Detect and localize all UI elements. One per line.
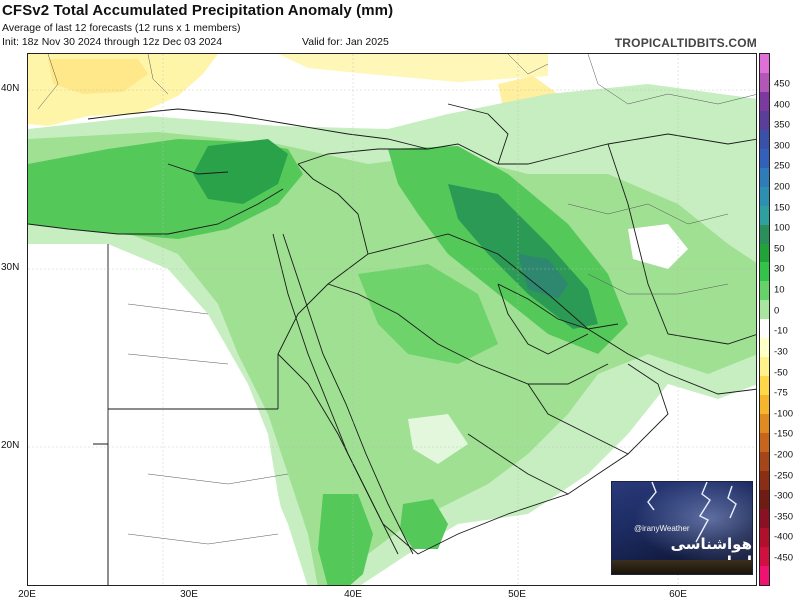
colorbar-cell: [760, 72, 769, 92]
colorbar-cell: [760, 54, 769, 73]
country-borders: [87, 103, 756, 585]
colorbar-cell: [760, 148, 769, 168]
colorbar-cell: [760, 243, 769, 263]
colorbar-cell: [760, 262, 769, 282]
lat-label-30n: 30N: [1, 262, 20, 273]
colorbar-cell: [760, 470, 769, 490]
colorbar-cell: [760, 414, 769, 434]
colorbar-tick-label: 450: [774, 78, 790, 90]
colorbar-tick-label: -200: [774, 449, 794, 461]
province-borders: [37, 54, 756, 545]
colorbar-tick-label: 350: [774, 119, 790, 131]
wet-anomaly-core-gulf: [518, 254, 568, 299]
colorbar-tick-label: 50: [774, 243, 785, 255]
colorbar-tick-label: -30: [774, 346, 788, 358]
colorbar-tick-label: -75: [774, 387, 788, 399]
lon-label-40e: 40E: [344, 589, 362, 600]
colorbar-tick-label: -50: [774, 367, 788, 379]
colorbar-cell: [760, 186, 769, 206]
map-subtitle-init: Init: 18z Nov 30 2024 through 12z Dec 03…: [2, 36, 223, 48]
logo-handle: @iranyWeather: [634, 524, 690, 533]
lat-label-20n: 20N: [1, 440, 20, 451]
lat-label-40n: 40N: [1, 83, 20, 94]
colorbar-cell: [760, 527, 769, 547]
colorbar-cell: [760, 357, 769, 377]
colorbar-tick-label: 300: [774, 140, 790, 152]
colorbar-cell: [760, 129, 769, 149]
colorbar-tick-label: -150: [774, 428, 794, 440]
colorbar-cell: [760, 281, 769, 301]
wet-anomaly-arabia: [358, 264, 498, 364]
neutral-patch-iran: [628, 224, 688, 269]
colorbar-cell: [760, 565, 769, 585]
graticule: [28, 54, 756, 585]
colorbar-tick-label: 150: [774, 202, 790, 214]
dry-anomaly-black-sea: [278, 54, 548, 82]
dry-anomaly-balkans-core: [48, 59, 148, 94]
colorbar-tick-label: 0: [774, 305, 780, 317]
colorbar-cell: [760, 205, 769, 225]
colorbar-tick-label: -100: [774, 408, 794, 420]
colorbar-tick-label: -400: [774, 531, 794, 543]
colorbar-cell: [760, 546, 769, 566]
colorbar-cell: [760, 319, 769, 339]
neutral-patch-arabia-south: [408, 414, 468, 464]
colorbar-cell: [760, 300, 769, 320]
lon-label-30e: 30E: [180, 589, 198, 600]
lightning-icon: [647, 482, 737, 543]
colorbar-tick-label: -350: [774, 511, 794, 523]
colorbar-cell: [760, 224, 769, 244]
brand-watermark: TROPICALTIDBITS.COM: [614, 36, 757, 50]
colorbar-cell: [760, 110, 769, 130]
colorbar-tick-label: 10: [774, 284, 785, 296]
colorbar-tick-label: 400: [774, 99, 790, 111]
valid-date: Valid for: Jan 2025: [302, 36, 389, 48]
precip-anomaly-map: [27, 53, 757, 586]
lon-label-20e: 20E: [18, 589, 36, 600]
colorbar-tick-label: 100: [774, 222, 790, 234]
colorbar-cell: [760, 376, 769, 396]
colorbar-tick-label: 250: [774, 160, 790, 172]
colorbar-tick-label: -450: [774, 552, 794, 564]
colorbar-cell: [760, 508, 769, 528]
logo-skyline: [612, 560, 752, 574]
colorbar-tick-label: 30: [774, 263, 785, 275]
colorbar-cell: [760, 338, 769, 358]
wet-anomaly-ethiopia: [318, 494, 373, 585]
lon-label-50e: 50E: [508, 589, 526, 600]
colorbar-cell: [760, 91, 769, 111]
wet-anomaly-core-med: [193, 139, 288, 204]
colorbar: [759, 53, 770, 586]
colorbar-tick-label: -10: [774, 325, 788, 337]
wet-anomaly-yemen: [400, 499, 448, 549]
neutral-patch-egypt: [28, 244, 298, 585]
colorbar-cell: [760, 489, 769, 509]
iranyweather-logo: @iranyWeather هواشناسی ایران: [611, 481, 753, 575]
map-canvas: [28, 54, 756, 585]
colorbar-cell: [760, 452, 769, 471]
map-subtitle-forecasts: Average of last 12 forecasts (12 runs x …: [2, 22, 241, 34]
colorbar-cell: [760, 433, 769, 453]
colorbar-tick-label: 200: [774, 181, 790, 193]
coastlines: [28, 163, 619, 555]
colorbar-tick-label: -250: [774, 470, 794, 482]
colorbar-cell: [760, 395, 769, 415]
map-title: CFSv2 Total Accumulated Precipitation An…: [2, 2, 394, 19]
colorbar-cell: [760, 167, 769, 187]
lon-label-60e: 60E: [669, 589, 687, 600]
colorbar-tick-label: -300: [774, 490, 794, 502]
